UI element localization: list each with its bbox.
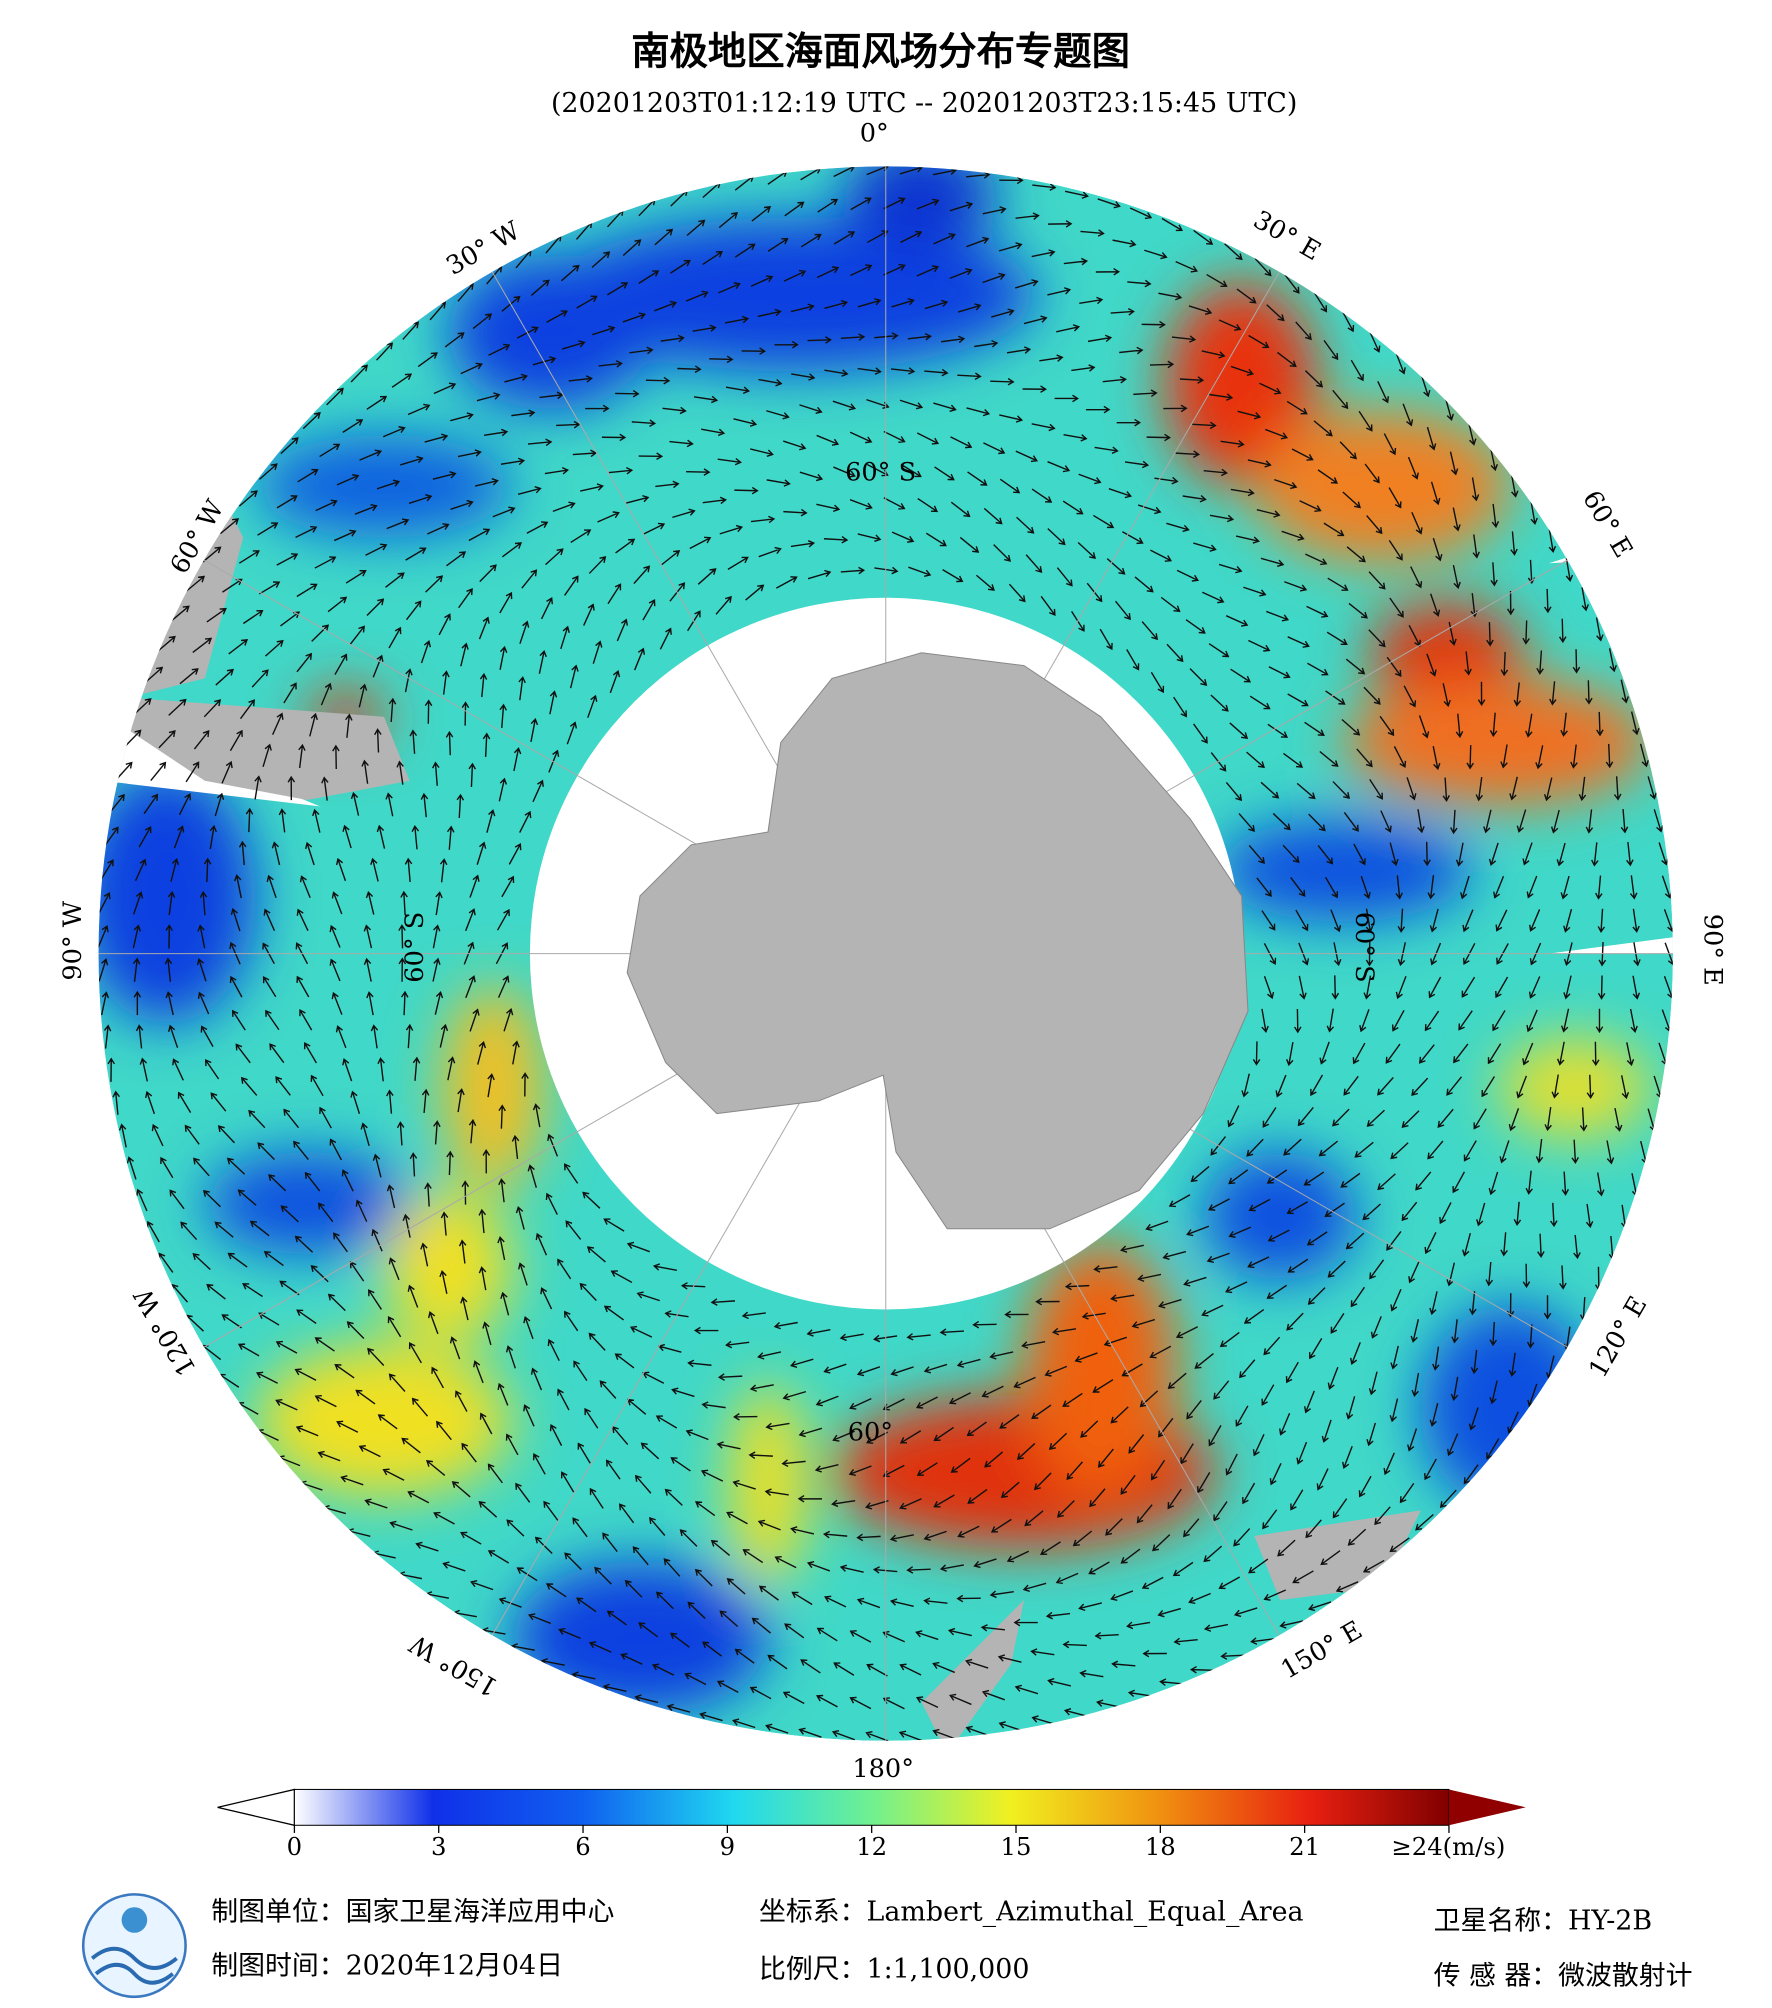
logo xyxy=(81,1893,187,1999)
colorbar-tick-label: 3 xyxy=(431,1832,446,1861)
lon-label: 60° E xyxy=(1576,486,1638,563)
title: 南极地区海面风场分布专题图 xyxy=(631,29,1130,74)
lon-label: 90° E xyxy=(1697,914,1727,986)
lat-label: 60° S xyxy=(845,458,916,488)
colorbar-tick-label: 9 xyxy=(720,1832,735,1861)
lon-label: 30° E xyxy=(1248,205,1325,267)
footer: 制图单位：国家卫星海洋应用中心 制图时间：2020年12月04日 坐标系：Lam… xyxy=(211,1897,1692,1992)
footer-scale: 比例尺：1:1,100,000 xyxy=(759,1954,1029,1985)
colorbar-max-arrow xyxy=(1448,1789,1526,1826)
colorbar-tick-label: 15 xyxy=(1001,1832,1032,1861)
subtitle: (20201203T01:12:19 UTC -- 20201203T23:15… xyxy=(551,88,1297,119)
footer-date: 制图时间：2020年12月04日 xyxy=(211,1950,563,1981)
lat-label: 60° xyxy=(848,1418,893,1448)
footer-crs: 坐标系：Lambert_Azimuthal_Equal_Area xyxy=(759,1897,1304,1928)
lat-label: 60° S xyxy=(1349,912,1379,983)
footer-satellite: 卫星名称：HY-2B xyxy=(1434,1906,1653,1937)
lat-label: 60° S xyxy=(400,912,430,983)
lon-label: 90° W xyxy=(58,900,88,980)
colorbar-tick-label: 6 xyxy=(575,1832,590,1861)
colorbar: 0 3 6 9 12 15 18 21 ≥24(m/s) xyxy=(217,1788,1526,1861)
footer-sensor: 传 感 器：微波散射计 xyxy=(1434,1961,1693,1992)
colorbar-tick-label: 12 xyxy=(856,1832,887,1861)
colorbar-tick-label: 0 xyxy=(287,1832,302,1861)
colorbar-tick-label: 18 xyxy=(1145,1832,1176,1861)
lon-label: 0° xyxy=(860,118,889,148)
colorbar-scale xyxy=(293,1788,1450,1826)
colorbar-tick-label: 21 xyxy=(1289,1832,1320,1861)
colorbar-tick-label: ≥24(m/s) xyxy=(1391,1832,1505,1861)
lon-label: 120° E xyxy=(1583,1291,1653,1383)
footer-unit: 制图单位：国家卫星海洋应用中心 xyxy=(211,1897,614,1928)
lon-label: 180° xyxy=(852,1754,914,1784)
lon-label: 150° W xyxy=(404,1628,503,1702)
wind-field xyxy=(98,166,1673,1741)
colorbar-min-arrow xyxy=(217,1788,296,1827)
